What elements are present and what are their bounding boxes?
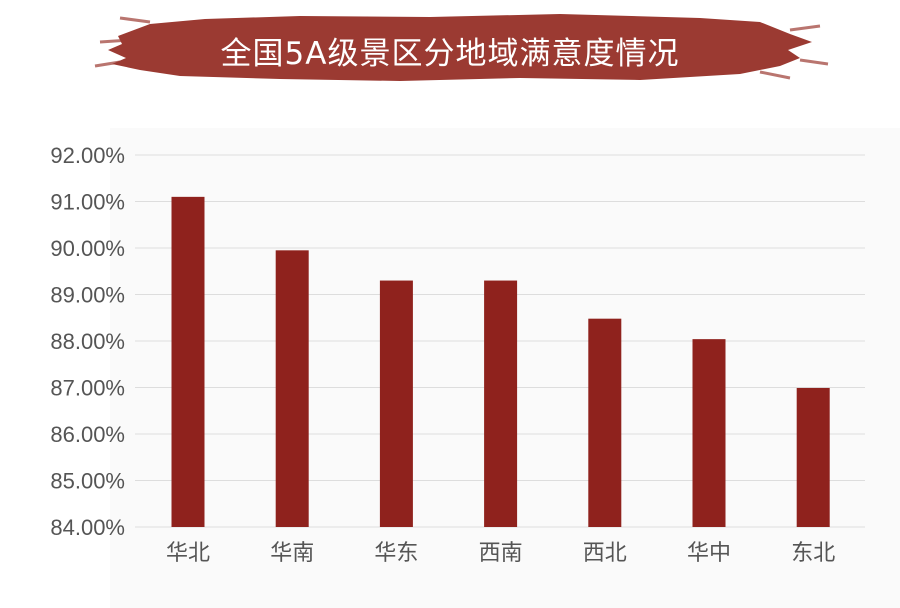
y-axis-ticks: 84.00% 85.00% 86.00% 87.00% 88.00% 89.00% 90.0… [50, 143, 125, 540]
y-tick-label: 86.00% [50, 422, 125, 447]
brush-stroke-texture [94, 16, 829, 80]
x-tick-label: 西南 [479, 541, 523, 566]
bar-1 [275, 250, 309, 527]
x-tick-label: 华北 [166, 541, 210, 566]
x-tick-label: 华东 [374, 541, 418, 566]
bars [171, 196, 830, 527]
bar-6 [796, 387, 830, 527]
y-tick-label: 89.00% [50, 283, 125, 308]
chart-title: 全国5A级景区分地域满意度情况 [220, 36, 680, 72]
bar-2 [379, 280, 413, 527]
y-tick-label: 84.00% [50, 515, 125, 540]
bar-3 [484, 280, 518, 527]
x-tick-label: 东北 [791, 541, 835, 566]
y-tick-label: 88.00% [50, 329, 125, 354]
bar-4 [588, 318, 622, 527]
y-tick-label: 90.00% [50, 236, 125, 261]
x-tick-label: 华南 [270, 541, 314, 566]
x-axis-labels: 华北 华南 华东 西南 西北 华中 东北 [166, 541, 835, 566]
x-tick-label: 华中 [687, 541, 731, 566]
y-tick-label: 92.00% [50, 143, 125, 168]
bar-5 [692, 339, 726, 527]
y-tick-label: 87.00% [50, 376, 125, 401]
x-tick-label: 西北 [583, 541, 627, 566]
title-banner [94, 14, 829, 81]
bar-0 [171, 196, 205, 527]
brush-stroke-background [108, 14, 812, 81]
y-tick-label: 85.00% [50, 469, 125, 494]
y-tick-label: 91.00% [50, 190, 125, 215]
